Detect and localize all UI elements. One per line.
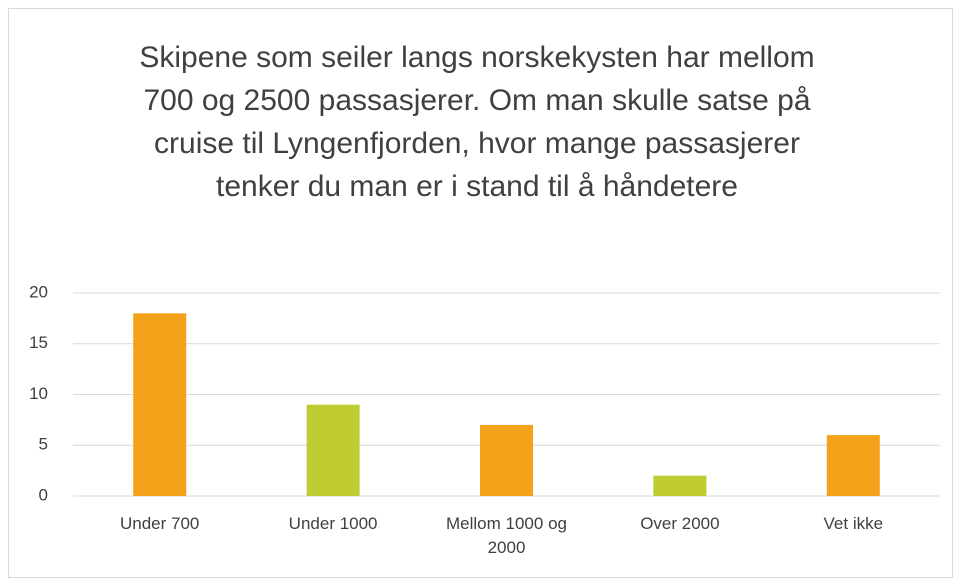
bar bbox=[480, 424, 533, 496]
x-tick-label: Over 2000 bbox=[640, 514, 720, 533]
bar bbox=[133, 313, 187, 496]
chart-title: Skipene som seiler langs norskekysten ha… bbox=[139, 41, 815, 203]
chart-border bbox=[8, 8, 953, 578]
y-tick-label: 5 bbox=[39, 435, 48, 454]
x-tick-label: Under 1000 bbox=[288, 514, 378, 533]
bar bbox=[653, 475, 707, 496]
bar bbox=[306, 404, 360, 496]
y-tick-label: 0 bbox=[39, 485, 48, 504]
bar bbox=[826, 435, 880, 496]
y-tick-label: 20 bbox=[29, 282, 48, 301]
x-tick-label: Under 700 bbox=[119, 514, 200, 533]
y-tick-label: 10 bbox=[29, 384, 48, 403]
x-tick-label: Vet ikke bbox=[823, 514, 884, 533]
y-tick-label: 15 bbox=[29, 333, 48, 352]
x-tick-label: Mellom 1000 og 2000 bbox=[446, 514, 567, 557]
